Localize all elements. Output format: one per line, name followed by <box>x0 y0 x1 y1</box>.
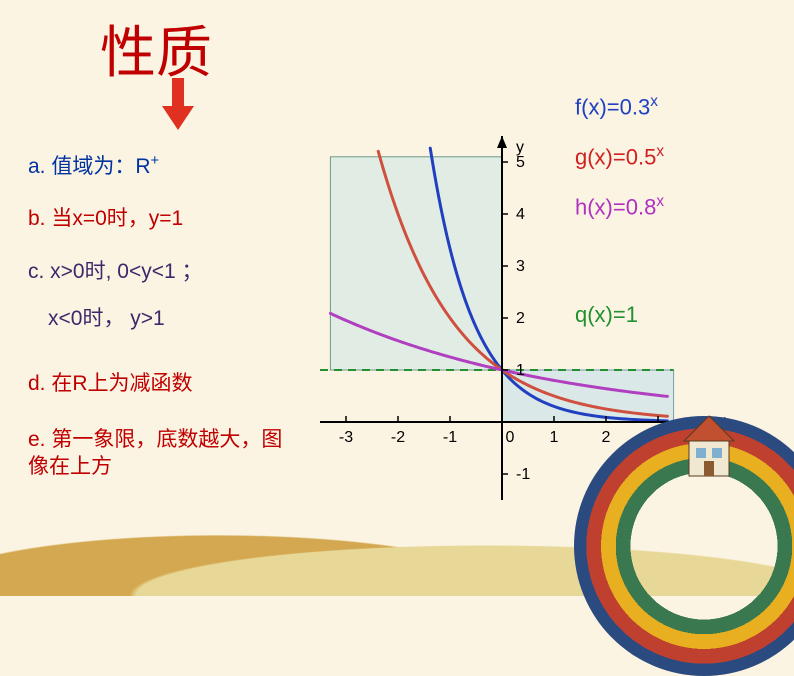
page-title: 性质 <box>100 8 212 89</box>
property-a: a. 值域为：R+ <box>28 152 159 180</box>
property-d: d. 在R上为减函数 <box>28 370 193 397</box>
svg-text:4: 4 <box>516 206 525 223</box>
svg-text:3: 3 <box>516 258 525 275</box>
svg-text:-2: -2 <box>391 429 405 446</box>
svg-text:2: 2 <box>516 310 525 327</box>
svg-text:2: 2 <box>602 429 611 446</box>
property-b: b. 当x=0时，y=1 <box>28 205 183 232</box>
property-e: e. 第一象限，底数越大，图像在上方 <box>28 426 288 481</box>
property-a-sup: + <box>151 153 160 169</box>
svg-text:-1: -1 <box>516 466 530 483</box>
svg-text:1: 1 <box>550 429 559 446</box>
svg-text:-3: -3 <box>339 429 353 446</box>
property-a-text: a. 值域为：R <box>28 155 151 178</box>
svg-text:0: 0 <box>506 429 515 446</box>
property-c-line1: c. x>0时, 0<y<1 ； <box>28 258 203 285</box>
svg-text:-1: -1 <box>443 429 457 446</box>
property-c-line2: x<0时， y>1 <box>48 305 165 332</box>
svg-text:y: y <box>516 139 524 156</box>
svg-text:5: 5 <box>516 154 525 171</box>
svg-text:1: 1 <box>516 362 525 379</box>
house-icon <box>674 406 744 486</box>
arrow-down-icon <box>158 78 198 133</box>
